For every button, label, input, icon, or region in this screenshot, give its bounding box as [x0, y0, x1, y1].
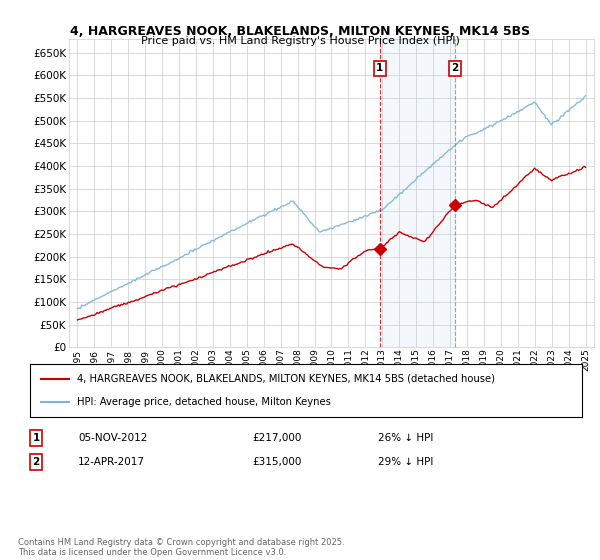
Text: HPI: Average price, detached house, Milton Keynes: HPI: Average price, detached house, Milt… — [77, 397, 331, 407]
Text: 4, HARGREAVES NOOK, BLAKELANDS, MILTON KEYNES, MK14 5BS (detached house): 4, HARGREAVES NOOK, BLAKELANDS, MILTON K… — [77, 374, 495, 384]
Text: 12-APR-2017: 12-APR-2017 — [78, 457, 145, 467]
Text: 26% ↓ HPI: 26% ↓ HPI — [378, 433, 433, 443]
Text: 05-NOV-2012: 05-NOV-2012 — [78, 433, 148, 443]
Text: £315,000: £315,000 — [252, 457, 301, 467]
Text: 29% ↓ HPI: 29% ↓ HPI — [378, 457, 433, 467]
Text: £217,000: £217,000 — [252, 433, 301, 443]
Text: 4, HARGREAVES NOOK, BLAKELANDS, MILTON KEYNES, MK14 5BS: 4, HARGREAVES NOOK, BLAKELANDS, MILTON K… — [70, 25, 530, 38]
Text: 2: 2 — [451, 63, 458, 73]
Text: 2: 2 — [32, 457, 40, 467]
Text: Price paid vs. HM Land Registry's House Price Index (HPI): Price paid vs. HM Land Registry's House … — [140, 36, 460, 46]
Text: 1: 1 — [376, 63, 383, 73]
Text: Contains HM Land Registry data © Crown copyright and database right 2025.
This d: Contains HM Land Registry data © Crown c… — [18, 538, 344, 557]
Text: 1: 1 — [32, 433, 40, 443]
Bar — [380, 39, 455, 347]
